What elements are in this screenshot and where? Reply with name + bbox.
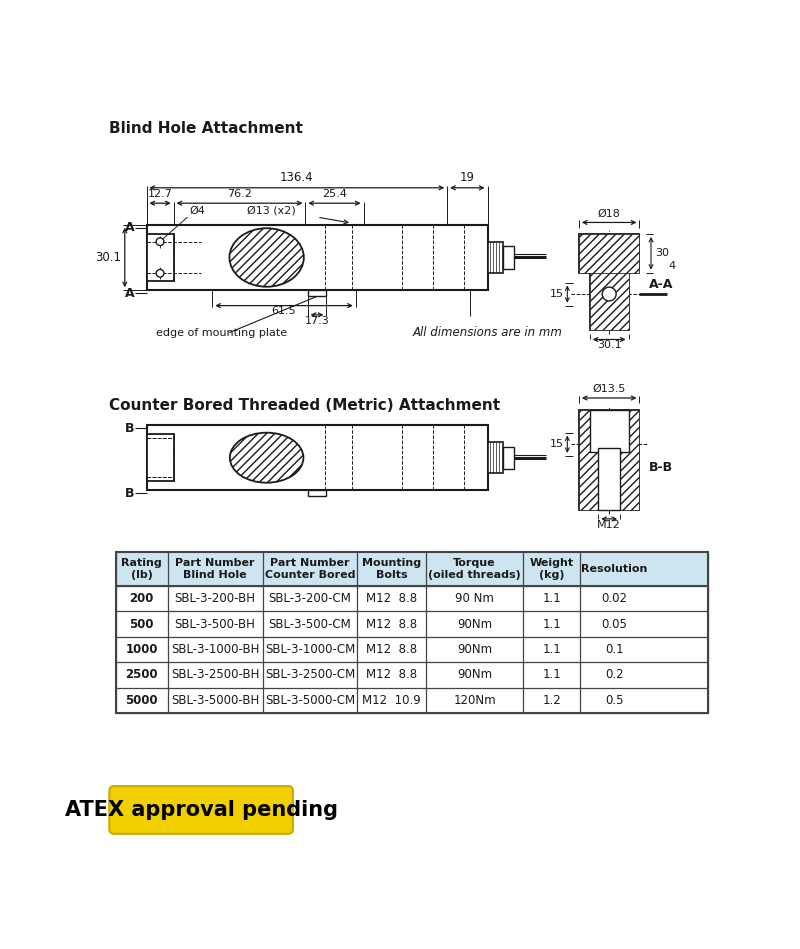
Text: 0.2: 0.2 [605,668,624,681]
Text: 136.4: 136.4 [280,171,314,184]
Text: 1.1: 1.1 [542,592,561,605]
Text: 1000: 1000 [126,642,158,656]
Bar [146,225,487,290]
Text: 1.2: 1.2 [542,694,561,707]
Text: M12  8.8: M12 8.8 [366,618,417,630]
Text: 5000: 5000 [126,694,158,707]
Text: Ø18: Ø18 [598,209,621,218]
Text: 0.02: 0.02 [602,592,627,605]
Text: 17.3: 17.3 [305,316,330,326]
Text: Torque
(oiled threads): Torque (oiled threads) [428,558,521,580]
Text: 0.05: 0.05 [602,618,627,630]
Text: 2500: 2500 [126,668,158,681]
Text: 30.1: 30.1 [597,341,622,350]
Text: M12  10.9: M12 10.9 [362,694,421,707]
Text: 1.1: 1.1 [542,668,561,681]
Text: Part Number
Blind Hole: Part Number Blind Hole [175,558,255,580]
Text: 15: 15 [550,439,563,449]
Text: 90Nm: 90Nm [457,618,492,630]
Text: 12.7: 12.7 [148,190,173,199]
Text: Ø13.5: Ø13.5 [593,384,626,394]
Text: M12  8.8: M12 8.8 [366,668,417,681]
Text: SBL-3-2500-BH: SBL-3-2500-BH [171,668,259,681]
Text: All dimensions are in mm: All dimensions are in mm [413,326,562,339]
Text: SBL-3-200-CM: SBL-3-200-CM [269,592,351,605]
Text: A: A [125,287,134,300]
Bar [115,552,708,586]
Text: 61.5: 61.5 [272,307,296,316]
Circle shape [156,270,164,277]
Text: 500: 500 [130,618,154,630]
Ellipse shape [230,228,304,287]
Circle shape [156,238,164,246]
Text: 200: 200 [130,592,154,605]
Bar [590,410,629,452]
Text: 90Nm: 90Nm [457,668,492,681]
Text: Ø13 (x2): Ø13 (x2) [247,206,296,215]
Text: SBL-3-200-BH: SBL-3-200-BH [174,592,256,605]
Text: Ø4: Ø4 [189,206,205,215]
Text: 90Nm: 90Nm [457,642,492,656]
Text: 30.1: 30.1 [95,251,121,264]
Circle shape [602,288,616,301]
Bar [590,272,629,330]
Bar [579,234,639,272]
Text: A-A: A-A [649,277,673,290]
Text: Rating
(lb): Rating (lb) [122,558,162,580]
Bar [590,272,629,330]
Bar [115,552,708,713]
Bar [487,442,503,474]
Text: A: A [125,221,134,234]
Bar [146,435,174,481]
Text: SBL-3-500-CM: SBL-3-500-CM [269,618,351,630]
Text: Part Number
Counter Bored: Part Number Counter Bored [265,558,355,580]
Text: 15: 15 [550,289,563,299]
Bar [579,410,639,510]
Ellipse shape [230,433,303,483]
Text: Weight
(kg): Weight (kg) [530,558,574,580]
Text: 0.5: 0.5 [605,694,624,707]
Text: edge of mounting plate: edge of mounting plate [156,327,287,338]
Text: ATEX approval pending: ATEX approval pending [65,800,338,820]
Bar [146,234,174,281]
Text: Counter Bored Threaded (Metric) Attachment: Counter Bored Threaded (Metric) Attachme… [110,398,501,413]
Text: SBL-3-1000-BH: SBL-3-1000-BH [171,642,259,656]
Text: B-B: B-B [649,461,673,474]
Text: 1.1: 1.1 [542,642,561,656]
Text: SBL-3-1000-CM: SBL-3-1000-CM [265,642,355,656]
Text: 0.1: 0.1 [605,642,624,656]
Bar [487,242,503,273]
Text: 120Nm: 120Nm [453,694,496,707]
Text: Blind Hole Attachment: Blind Hole Attachment [110,121,303,136]
Bar [579,410,639,510]
Bar [308,491,326,495]
Text: Mounting
Bolts: Mounting Bolts [362,558,421,580]
Text: M12  8.8: M12 8.8 [366,592,417,605]
Bar [503,247,514,269]
Text: 25.4: 25.4 [322,190,347,199]
Text: 1.1: 1.1 [542,618,561,630]
FancyBboxPatch shape [110,786,293,834]
Text: 30: 30 [655,249,669,258]
Bar [146,425,487,491]
Text: B: B [125,421,134,435]
Text: 19: 19 [460,171,475,184]
Text: Resolution: Resolution [582,564,647,574]
Bar [579,234,639,272]
Text: SBL-3-5000-CM: SBL-3-5000-CM [265,694,355,707]
Text: 90 Nm: 90 Nm [455,592,494,605]
Text: M12  8.8: M12 8.8 [366,642,417,656]
Text: B: B [125,487,134,500]
Text: SBL-3-5000-BH: SBL-3-5000-BH [171,694,259,707]
Bar [308,290,326,295]
Text: 76.2: 76.2 [227,190,252,199]
Text: 4: 4 [669,261,676,271]
Bar [598,448,620,510]
Text: SBL-3-500-BH: SBL-3-500-BH [174,618,255,630]
Text: M12: M12 [598,520,621,530]
Text: SBL-3-2500-CM: SBL-3-2500-CM [265,668,355,681]
Bar [503,447,514,469]
